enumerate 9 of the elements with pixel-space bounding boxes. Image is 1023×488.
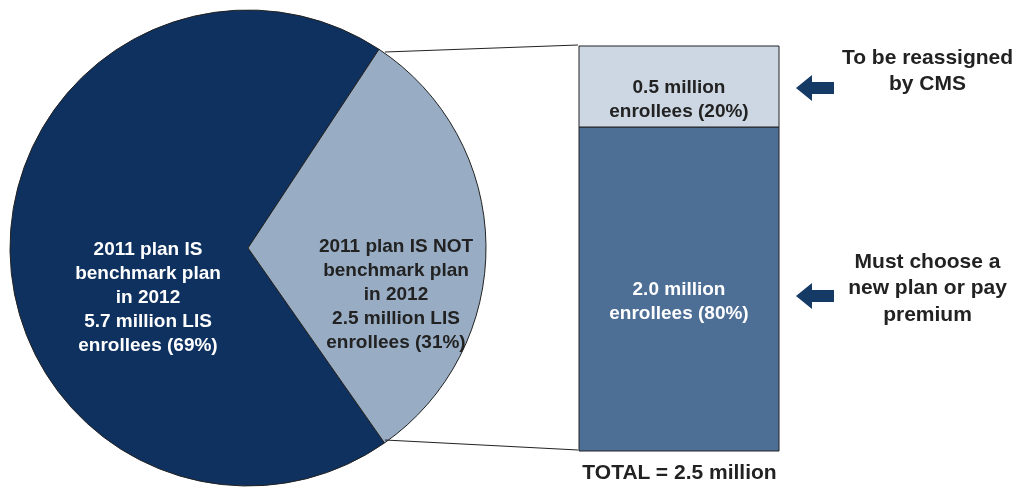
text: Must choose a new plan or pay premium: [847, 248, 1008, 327]
x-axis-title: TOTAL = 2.5 million: [582, 459, 777, 483]
data-label: 0.5 million enrollees (20%): [609, 75, 749, 121]
text: To be reassigned by CMS: [840, 44, 1015, 97]
slice-label: 2011 plan IS benchmark plan in 2012: [75, 238, 221, 308]
data-label: 5.7 million LIS enrollees (69%): [78, 310, 218, 356]
slice-label: 2011 plan IS NOT benchmark plan in 2012: [318, 234, 474, 304]
data-label: 2.0 million enrollees (80%): [609, 278, 749, 323]
data-label: 2.5 million LIS enrollees (31%): [326, 306, 466, 352]
